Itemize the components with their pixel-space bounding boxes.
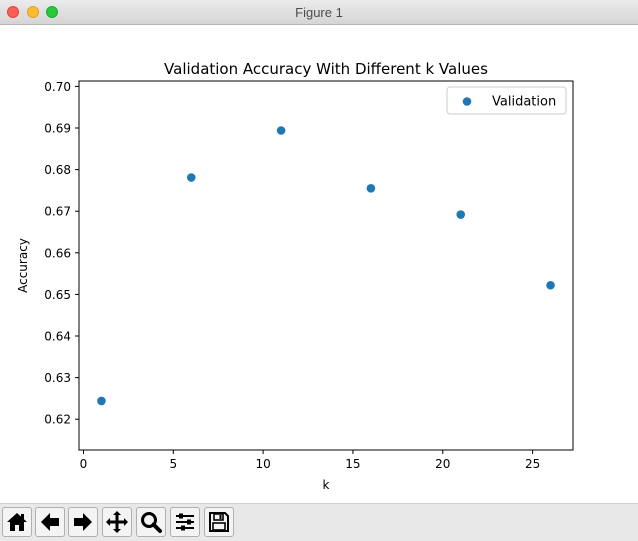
x-axis-label: k (323, 478, 330, 492)
x-tick-label: 10 (255, 457, 270, 471)
y-tick-label: 0.63 (44, 371, 71, 385)
pan-move-icon (106, 511, 128, 533)
x-tick-label: 15 (345, 457, 360, 471)
zoom-button[interactable] (136, 507, 166, 537)
y-axis-label: Accuracy (16, 238, 30, 293)
data-point (546, 280, 555, 290)
x-tick-label: 5 (169, 457, 177, 471)
configure-subplots-icon (176, 513, 194, 531)
legend-marker (462, 97, 472, 106)
y-tick-label: 0.67 (44, 205, 71, 219)
x-tick-label: 25 (525, 457, 540, 471)
title-bar[interactable]: Figure 1 (0, 0, 638, 25)
y-tick-label: 0.68 (44, 163, 71, 177)
zoom-magnifier-icon (141, 512, 162, 533)
configure-subplots-button[interactable] (170, 507, 200, 537)
x-tick-label: 0 (80, 457, 88, 471)
save-button[interactable] (204, 507, 234, 537)
minimize-window-button[interactable] (27, 6, 39, 18)
legend-box (446, 86, 567, 115)
y-tick-label: 0.66 (44, 246, 71, 260)
home-button[interactable] (2, 507, 32, 537)
forward-button[interactable] (68, 507, 98, 537)
navigation-toolbar (0, 503, 638, 541)
data-point (456, 210, 466, 219)
x-tick-label: 20 (435, 457, 450, 471)
back-arrow-icon (41, 513, 59, 531)
zoom-window-button[interactable] (46, 6, 58, 18)
scatter-chart: Validation Accuracy With Different k Val… (16, 60, 574, 492)
y-tick-label: 0.64 (44, 330, 71, 344)
data-point (366, 184, 376, 193)
y-tick-label: 0.65 (44, 288, 71, 302)
back-button[interactable] (35, 507, 65, 537)
home-icon (7, 513, 27, 531)
legend-label: Validation (492, 95, 556, 110)
close-window-button[interactable] (7, 6, 19, 18)
forward-arrow-icon (74, 513, 92, 531)
plot-frame (78, 80, 574, 451)
data-point (186, 173, 196, 182)
save-floppy-icon (209, 512, 229, 532)
y-tick-label: 0.69 (44, 122, 71, 136)
pan-button[interactable] (102, 507, 132, 537)
chart-title: Validation Accuracy With Different k Val… (164, 60, 488, 78)
y-tick-label: 0.62 (44, 413, 71, 427)
data-point (276, 126, 286, 135)
window-title: Figure 1 (295, 5, 343, 20)
data-point (97, 396, 106, 406)
figure-canvas[interactable]: Validation Accuracy With Different k Val… (0, 25, 638, 503)
y-tick-label: 0.70 (44, 80, 71, 94)
